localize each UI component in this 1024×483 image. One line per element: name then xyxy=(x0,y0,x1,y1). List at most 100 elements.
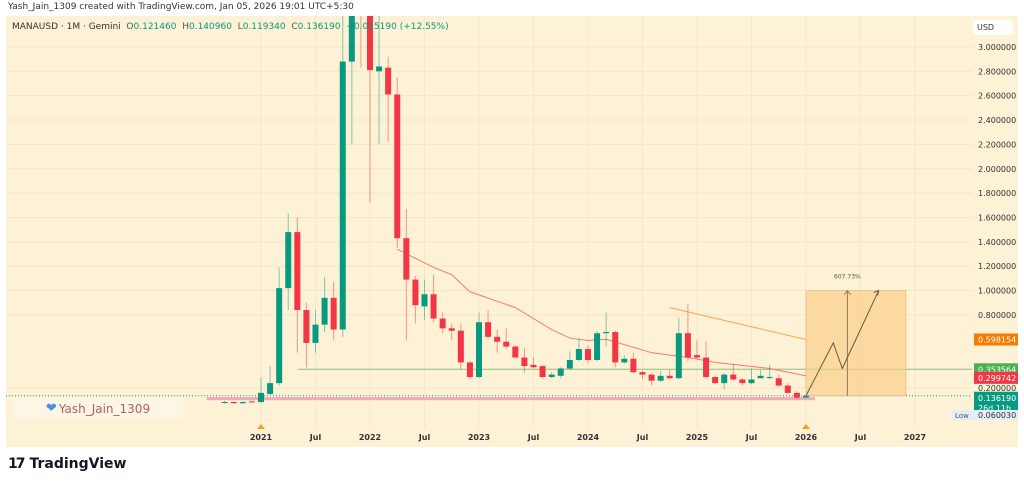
currency-button[interactable]: USD xyxy=(973,20,1013,35)
candle xyxy=(230,401,237,404)
candle xyxy=(303,302,310,368)
projection-path xyxy=(805,290,880,397)
y-tick-label: 0.200000 xyxy=(978,384,1016,393)
x-tick-label: Jul xyxy=(309,433,322,442)
x-tick-label: 2026 xyxy=(795,433,818,442)
candle xyxy=(766,364,773,380)
candle xyxy=(276,267,283,386)
tradingview-logo[interactable]: 17 TradingView xyxy=(8,456,126,472)
candle-body xyxy=(330,297,337,330)
candle-body xyxy=(575,349,582,360)
candle xyxy=(621,355,628,364)
candle xyxy=(539,364,546,379)
candle xyxy=(575,338,582,362)
candle-body xyxy=(348,16,355,62)
candle-body xyxy=(539,366,546,378)
y-tick-label: 3.000000 xyxy=(978,43,1016,52)
candle-body xyxy=(485,322,492,337)
candle xyxy=(267,366,274,396)
heart-icon: ❤ xyxy=(45,401,57,416)
candle xyxy=(675,317,682,380)
candle-body xyxy=(639,372,646,375)
price-label: 0.299742 xyxy=(974,371,1018,384)
candle xyxy=(693,340,700,359)
candle-body xyxy=(512,346,519,358)
candle-body xyxy=(412,279,419,306)
candle-body xyxy=(294,232,301,311)
candle-body xyxy=(248,401,255,403)
high-label: H xyxy=(182,22,189,32)
arrowhead-icon xyxy=(873,289,880,296)
candle-body xyxy=(466,362,473,378)
candle xyxy=(521,347,528,374)
candle-body xyxy=(312,324,319,343)
candle-body xyxy=(802,395,809,398)
candle-body xyxy=(757,375,764,379)
event-marker-icon xyxy=(257,424,265,429)
candle xyxy=(503,328,510,350)
candle-body xyxy=(675,333,682,379)
y-tick-label: 1.400000 xyxy=(978,238,1016,247)
candle-body xyxy=(721,374,728,384)
x-tick-label: 2027 xyxy=(904,433,926,442)
price-label-value: 0.299742 xyxy=(978,374,1016,383)
arrowhead-icon xyxy=(843,289,851,295)
candle-body xyxy=(784,385,791,393)
tradingview-logo-icon: 17 xyxy=(8,456,26,472)
candle xyxy=(457,323,464,370)
candle xyxy=(494,329,501,353)
trendline xyxy=(669,307,807,340)
candle-body xyxy=(630,358,637,373)
candle-body xyxy=(358,0,364,4)
candle xyxy=(466,361,473,379)
candle-body xyxy=(594,333,601,360)
candle xyxy=(358,0,364,68)
candle-body xyxy=(494,336,501,342)
price-label-box xyxy=(974,333,1018,346)
candle xyxy=(648,373,655,386)
candle xyxy=(385,56,392,142)
candle-body xyxy=(303,310,310,343)
change-value: +0.015190 (+12.55%) xyxy=(346,22,449,32)
candle xyxy=(784,383,791,395)
symbol-legend: MANAUSD · 1M · Gemini O0.121460 H0.14096… xyxy=(12,22,449,32)
candle xyxy=(548,372,555,379)
countdown-label: 26d 11h xyxy=(978,404,1011,413)
open-label: O xyxy=(126,22,134,32)
candle-body xyxy=(603,331,610,334)
y-tick-label: 2.400000 xyxy=(978,116,1016,125)
candle-body xyxy=(457,330,464,363)
candle xyxy=(757,369,764,379)
candle-body xyxy=(739,379,746,384)
projection-label: 607.73% xyxy=(834,274,861,281)
price-label: 0.598154 xyxy=(974,333,1018,346)
price-label-box xyxy=(974,391,1018,414)
watermark: ❤ Yash_Jain_1309 xyxy=(13,398,183,419)
watermark-text: Yash_Jain_1309 xyxy=(58,401,151,416)
close-label: C xyxy=(291,22,298,32)
low-value: 0.119340 xyxy=(242,22,286,32)
high-value: 0.140960 xyxy=(188,22,232,32)
candle xyxy=(666,369,673,380)
candle xyxy=(584,345,591,364)
y-tick-label: 1.600000 xyxy=(978,213,1016,222)
candle-body xyxy=(230,402,237,404)
candle xyxy=(512,345,519,358)
price-label-value: 0.136190 xyxy=(978,394,1016,403)
candle-body xyxy=(612,331,619,363)
candle-body xyxy=(657,375,664,381)
x-tick-label: Jul xyxy=(745,433,758,442)
y-tick-label: 1.200000 xyxy=(978,262,1016,271)
candle xyxy=(330,282,337,341)
candle xyxy=(684,303,691,362)
candle xyxy=(566,351,573,370)
price-label-box xyxy=(974,371,1018,384)
candle xyxy=(403,208,410,341)
candle xyxy=(530,357,537,369)
candle-body xyxy=(394,94,401,239)
candle xyxy=(630,352,637,374)
candle-body xyxy=(693,355,700,358)
x-tick-label: 2022 xyxy=(359,433,381,442)
candle-body xyxy=(321,297,328,325)
